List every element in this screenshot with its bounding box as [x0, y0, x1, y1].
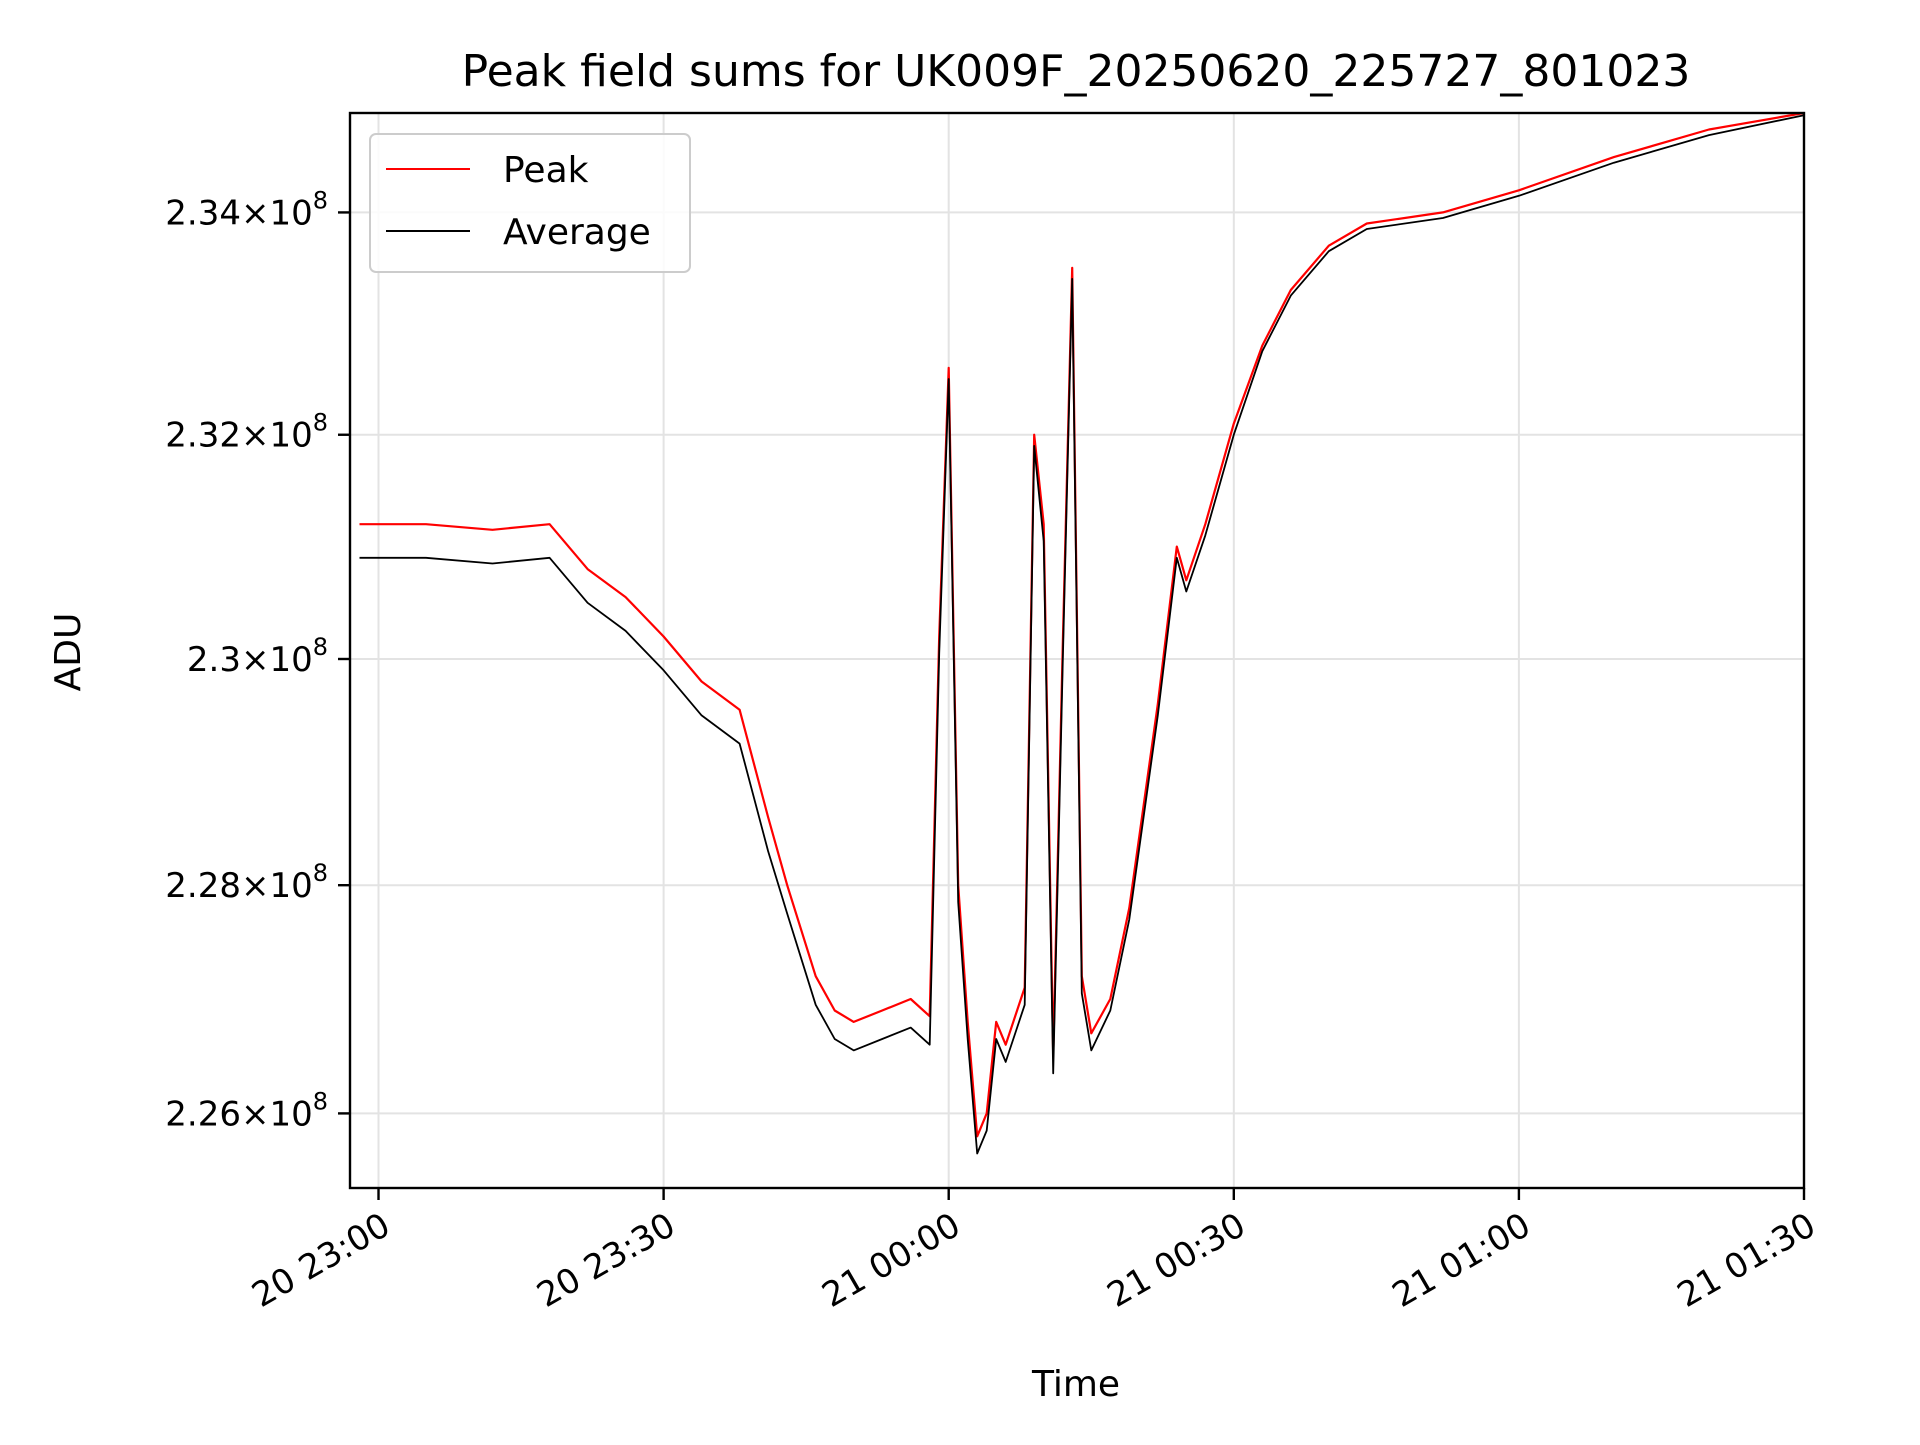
- x-tick-label: 20 23:30: [530, 1205, 682, 1316]
- series-line-average: [359, 114, 1805, 1155]
- chart-title: Peak field sums for UK009F_20250620_2257…: [462, 46, 1691, 97]
- series-line-peak: [359, 111, 1805, 1138]
- x-axis-label: Time: [1031, 1364, 1120, 1405]
- x-tick-label: 21 00:30: [1101, 1205, 1253, 1316]
- y-tick-label: 2.3×108: [187, 633, 328, 680]
- legend-label-average: Average: [503, 212, 651, 253]
- y-axis-label: ADU: [48, 613, 89, 692]
- legend-label-peak: Peak: [503, 150, 589, 191]
- y-axis: 2.26×108 2.28×108 2.3×108 2.32×108 2.34×108: [165, 186, 350, 1134]
- x-tick-label: 21 01:00: [1386, 1205, 1538, 1316]
- x-axis: 20 23:00 20 23:30 21 00:00 21 00:30 21 01:00…: [245, 1188, 1823, 1316]
- series-layer: [359, 111, 1805, 1155]
- x-tick-label: 21 01:30: [1671, 1205, 1823, 1316]
- y-tick-label: 2.34×108: [165, 186, 328, 233]
- legend: Peak Average: [369, 133, 691, 273]
- y-tick-label: 2.28×108: [165, 859, 328, 906]
- y-tick-label: 2.26×108: [165, 1087, 328, 1134]
- y-tick-label: 2.32×108: [165, 409, 328, 456]
- x-tick-label: 20 23:00: [245, 1205, 397, 1316]
- x-tick-label: 21 00:00: [816, 1205, 968, 1316]
- plot-frame: [348, 111, 1806, 1190]
